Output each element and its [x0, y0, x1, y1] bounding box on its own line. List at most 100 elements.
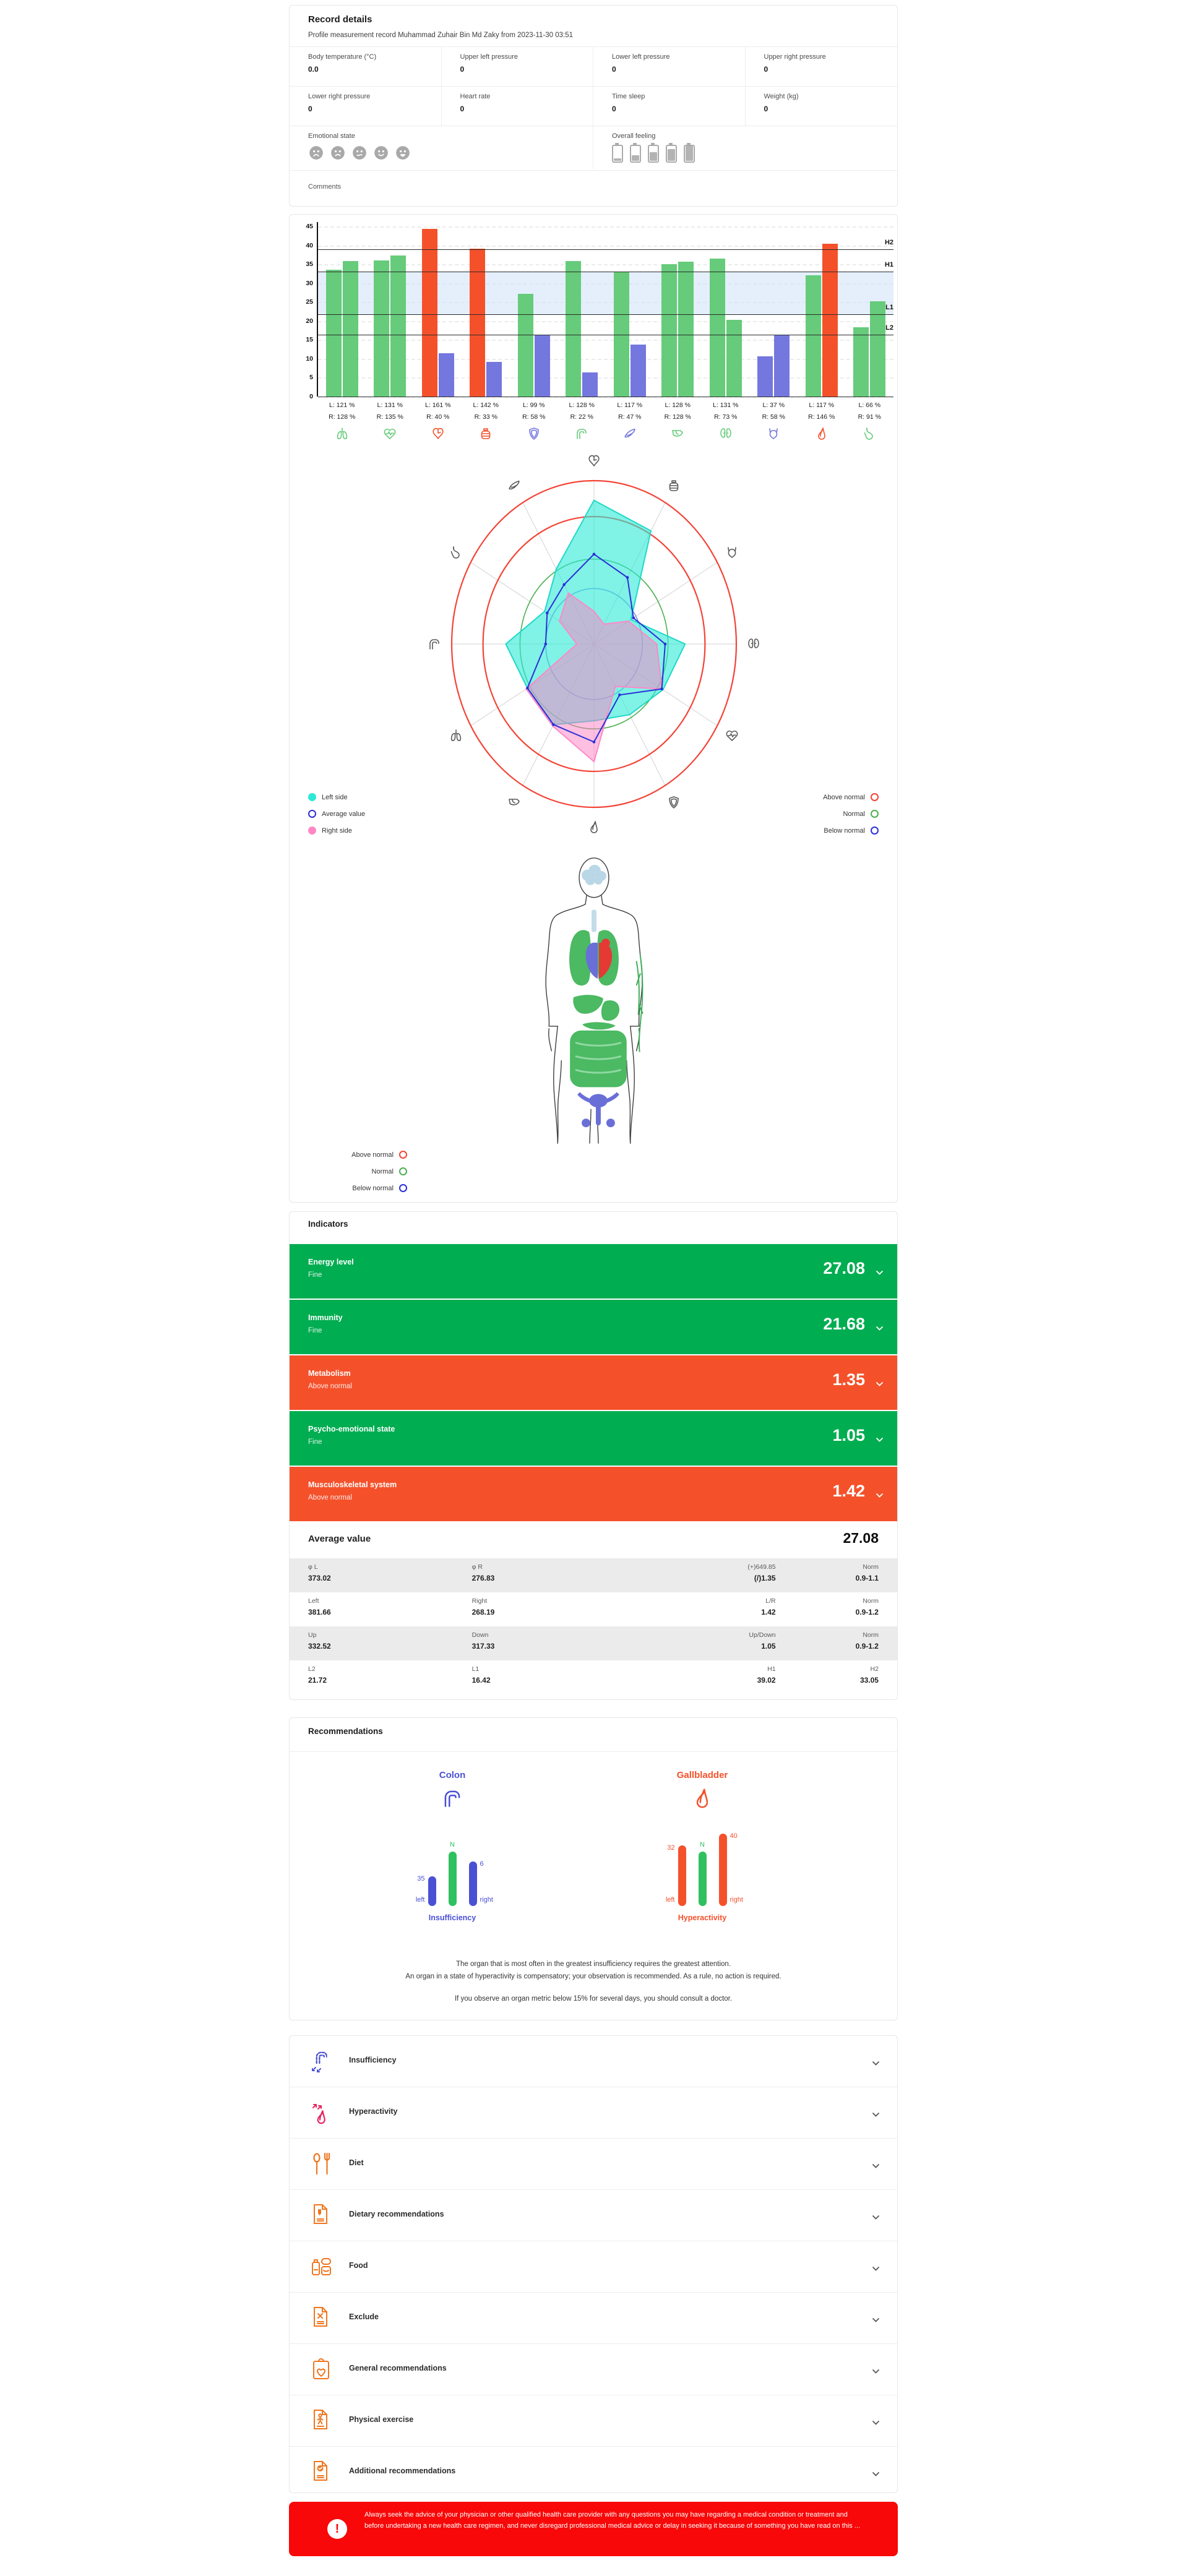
- bar-pancreas-left[interactable]: [613, 272, 629, 397]
- accordion-item-exclude[interactable]: Exclude: [290, 2293, 897, 2344]
- mini-bar-value: 40: [730, 1832, 738, 1840]
- gridline: [318, 320, 893, 322]
- organ-title: Gallbladder: [676, 1770, 728, 1780]
- bar-pancreas-right[interactable]: [630, 345, 646, 397]
- organ-radar-chart: [290, 455, 898, 836]
- indicator-row-immunity[interactable]: Immunity Fine 21.68: [290, 1300, 897, 1354]
- colon-icon: [577, 429, 587, 439]
- bar-colon-left[interactable]: [566, 260, 582, 397]
- indicator-row-metabolism[interactable]: Metabolism Above normal 1.35: [290, 1355, 897, 1410]
- gallbladder-icon: [696, 1788, 708, 1808]
- bar-heart-left[interactable]: [421, 228, 437, 397]
- accordion-item-insufficiency[interactable]: Insufficiency: [290, 2036, 897, 2087]
- face-sad[interactable]: [330, 145, 351, 164]
- bar-heartpulse-right[interactable]: [390, 255, 407, 397]
- chevron-down-icon[interactable]: [872, 2264, 880, 2275]
- record-details-card: Record details Profile measurement recor…: [289, 5, 898, 207]
- bar-heartpulse-left[interactable]: [374, 260, 390, 397]
- record-field[interactable]: Lower left pressure 0: [593, 46, 746, 86]
- bar-lungs-right[interactable]: [342, 260, 358, 397]
- bar-intestine-left[interactable]: [470, 249, 486, 397]
- bar-bladder-right[interactable]: [774, 335, 790, 397]
- record-field[interactable]: Body temperature (°C) 0.0: [290, 46, 442, 86]
- indicators-table-row: Up 332.52 Down 317.33 Up/Down 1.05 Norm 0.9-…: [290, 1626, 897, 1660]
- indicator-row-energy-level[interactable]: Energy level Fine 27.08: [290, 1244, 897, 1299]
- bar-shield-left[interactable]: [517, 294, 533, 397]
- accordion-item-general-recommendations[interactable]: General recommendations: [290, 2344, 897, 2395]
- bar-lungs-left[interactable]: [325, 270, 342, 397]
- indicator-row-musculoskeletal-system[interactable]: Musculoskeletal system Above normal 1.42: [290, 1467, 897, 1521]
- accordion-item-additional-recommendations[interactable]: Additional recommendations: [290, 2447, 897, 2497]
- overall-feeling-icons[interactable]: [612, 143, 897, 163]
- comments-section[interactable]: Comments: [290, 170, 897, 207]
- bar-kidneys-left[interactable]: [709, 258, 725, 397]
- face-very-sad[interactable]: [308, 145, 330, 164]
- y-tick: 10: [306, 354, 313, 363]
- bar-intestine-right[interactable]: [486, 361, 502, 397]
- chevron-down-icon[interactable]: [872, 2212, 880, 2223]
- y-tick: 30: [306, 279, 313, 287]
- table-cell: H1 39.02: [757, 1665, 776, 1685]
- record-field[interactable]: Heart rate 0: [441, 86, 593, 126]
- record-field[interactable]: Time sleep 0: [593, 86, 746, 126]
- emotional-state-cell: Emotional state: [290, 126, 593, 169]
- chevron-down-icon[interactable]: [876, 1323, 884, 1334]
- record-field[interactable]: Upper right pressure 0: [745, 46, 897, 86]
- chevron-down-icon[interactable]: [872, 2161, 880, 2172]
- bar-group-label-right: R: 73 %: [714, 413, 738, 421]
- accordion-item-diet[interactable]: Diet: [290, 2139, 897, 2190]
- chevron-down-icon[interactable]: [872, 2315, 880, 2326]
- battery-level-4-icon[interactable]: [666, 143, 677, 163]
- bar-stomach-left[interactable]: [853, 327, 869, 397]
- gridline: [318, 358, 893, 360]
- kidneys-icon: [747, 638, 759, 648]
- mini-bar-N: [698, 1852, 707, 1906]
- bar-shield-right[interactable]: [534, 335, 550, 397]
- chevron-down-icon[interactable]: [876, 1379, 884, 1390]
- chevron-down-icon[interactable]: [876, 1490, 884, 1501]
- accordion-item-physical-exercise[interactable]: Physical exercise: [290, 2395, 897, 2447]
- bar-liver-right[interactable]: [678, 261, 694, 397]
- bar-bladder-left[interactable]: [757, 356, 773, 397]
- bar-gallbladder-right[interactable]: [822, 243, 838, 397]
- bar-colon-right[interactable]: [582, 372, 598, 397]
- chevron-down-icon[interactable]: [872, 2418, 880, 2429]
- emotional-state-icons[interactable]: [308, 145, 593, 164]
- indicator-row-psycho-emotional-state[interactable]: Psycho-emotional state Fine 1.05: [290, 1411, 897, 1466]
- colon-recommendation-chart: Colon 35 left N 6 right Insufficiency: [372, 1770, 533, 1937]
- record-field[interactable]: Weight (kg) 0: [745, 86, 897, 126]
- battery-level-5-icon[interactable]: [684, 143, 695, 163]
- chevron-down-icon[interactable]: [872, 2366, 880, 2377]
- indicator-rows: Energy level Fine 27.08 Immunity Fine 21…: [290, 1244, 897, 1522]
- record-field[interactable]: Lower right pressure 0: [290, 86, 442, 126]
- legend-item: Average value: [308, 805, 365, 822]
- accordion-item-dietary-recommendations[interactable]: Dietary recommendations: [290, 2190, 897, 2241]
- chevron-down-icon[interactable]: [872, 2058, 880, 2069]
- battery-level-1-icon[interactable]: [612, 143, 623, 163]
- chevron-down-icon[interactable]: [876, 1268, 884, 1279]
- chevron-down-icon[interactable]: [872, 2469, 880, 2480]
- face-smile[interactable]: [373, 145, 395, 164]
- accordion-item-hyperactivity[interactable]: Hyperactivity: [290, 2087, 897, 2139]
- red-outline-swatch: [871, 793, 879, 801]
- green-outline-swatch: [871, 810, 879, 818]
- shield-icon: [528, 427, 539, 440]
- chevron-down-icon[interactable]: [872, 2110, 880, 2121]
- bar-stomach-right[interactable]: [870, 301, 886, 397]
- bar-gallbladder-left[interactable]: [805, 275, 821, 397]
- accordion-item-food[interactable]: Food: [290, 2241, 897, 2293]
- bar-group-label-right: R: 135 %: [376, 413, 403, 421]
- pancreas-icon: [509, 480, 520, 490]
- stomach-icon: [450, 546, 460, 559]
- bar-heart-right[interactable]: [438, 353, 454, 397]
- bar-kidneys-right[interactable]: [726, 319, 742, 397]
- battery-level-2-icon[interactable]: [630, 143, 641, 163]
- table-cell: φ R 276.83: [471, 1563, 495, 1582]
- face-neutral[interactable]: [351, 145, 373, 164]
- battery-level-3-icon[interactable]: [648, 143, 659, 163]
- face-grin[interactable]: [395, 145, 416, 164]
- table-cell: L1 16.42: [471, 1665, 491, 1685]
- bar-liver-left[interactable]: [661, 264, 678, 397]
- chevron-down-icon[interactable]: [876, 1435, 884, 1446]
- record-field[interactable]: Upper left pressure 0: [441, 46, 593, 86]
